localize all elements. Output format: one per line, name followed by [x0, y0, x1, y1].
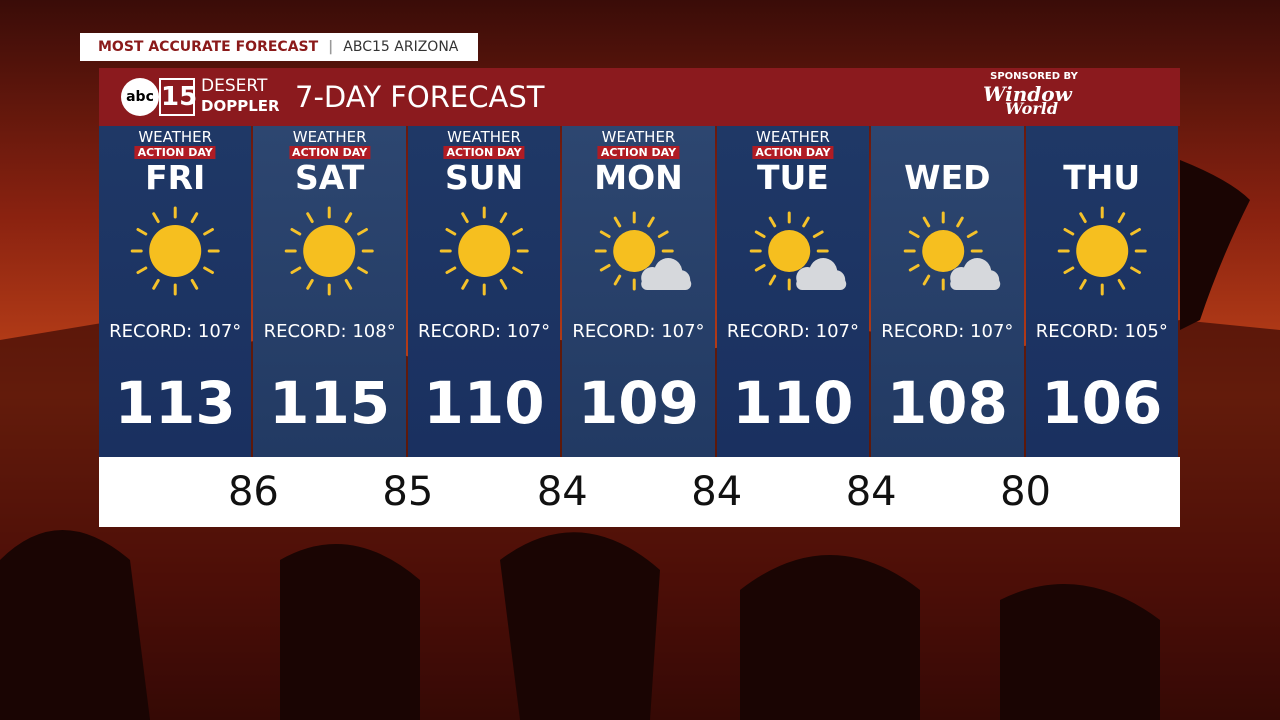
- day-name: SAT: [295, 158, 365, 197]
- day-column: THU RECORD: 105° 106: [1025, 126, 1178, 457]
- high-temp: 113: [114, 369, 236, 437]
- day-name: SUN: [444, 158, 524, 197]
- lows-strip: 86 85 84 84 84 80: [99, 457, 1180, 527]
- badge-bottom: ACTION DAY: [289, 146, 371, 159]
- weather-icon: [1057, 206, 1147, 296]
- day-name: FRI: [145, 158, 206, 197]
- record: RECORD: 107°: [572, 321, 705, 342]
- banner-left: MOST ACCURATE FORECAST: [98, 39, 319, 55]
- low-temp: 86: [227, 469, 279, 515]
- day-column: WED RECORD: 107° 108: [871, 126, 1024, 457]
- low-temp: 85: [382, 469, 434, 515]
- record: RECORD: 107°: [109, 321, 242, 342]
- sponsor-line2: World: [1005, 99, 1059, 118]
- weather-icon: [749, 211, 846, 291]
- record: RECORD: 105°: [1035, 321, 1168, 342]
- day-column: WEATHER ACTION DAY FRI RECORD: 107° 113: [99, 126, 252, 457]
- badge-bottom: ACTION DAY: [752, 146, 834, 159]
- logo-15: 15: [159, 78, 197, 116]
- high-temp: 106: [1041, 369, 1163, 437]
- record: RECORD: 107°: [726, 321, 859, 342]
- high-temp: 109: [577, 369, 700, 437]
- weather-icon: [439, 206, 529, 296]
- day-column: WEATHER ACTION DAY TUE RECORD: 107° 110: [716, 126, 870, 457]
- low-temp: 84: [845, 469, 897, 515]
- header: abc 15 DESERT DOPPLER 7-DAY FORECAST SPO…: [99, 68, 1180, 126]
- logo-line2: DOPPLER: [201, 97, 280, 115]
- badge-top: WEATHER: [601, 128, 676, 146]
- weather-icon: [130, 206, 220, 296]
- badge-bottom: ACTION DAY: [134, 146, 216, 159]
- day-name: THU: [1063, 158, 1141, 197]
- badge-bottom: ACTION DAY: [597, 146, 680, 159]
- weather-icon: [903, 211, 1001, 291]
- banner: MOST ACCURATE FORECAST | ABC15 ARIZONA: [80, 33, 478, 61]
- low-temp: 84: [691, 469, 743, 515]
- high-temp: 108: [886, 369, 1008, 437]
- badge-top: WEATHER: [756, 128, 830, 146]
- logo-abc: abc: [121, 78, 159, 116]
- banner-right: ABC15 ARIZONA: [343, 39, 459, 55]
- day-column: WEATHER ACTION DAY SAT RECORD: 108° 115: [253, 126, 406, 457]
- high-temp: 110: [423, 369, 545, 437]
- record: RECORD: 108°: [263, 321, 396, 342]
- badge-bottom: ACTION DAY: [443, 146, 525, 159]
- day-name: TUE: [756, 158, 829, 197]
- logo-line1: DESERT: [201, 76, 268, 96]
- low-temp: 80: [1000, 469, 1052, 515]
- record: RECORD: 107°: [417, 321, 551, 342]
- sponsor-line1: Window: [983, 82, 1072, 106]
- high-temp: 115: [269, 369, 391, 437]
- weather-icon: [285, 206, 375, 296]
- title: 7-DAY FORECAST: [295, 80, 545, 114]
- badge-top: WEATHER: [292, 128, 367, 146]
- badge-top: WEATHER: [447, 128, 521, 146]
- day-column: WEATHER ACTION DAY MON RECORD: 107° 109: [562, 126, 715, 457]
- low-temp: 84: [536, 469, 588, 515]
- record: RECORD: 107°: [881, 321, 1014, 342]
- day-name: WED: [904, 158, 991, 197]
- weather-icon: [594, 211, 692, 291]
- high-temp: 110: [732, 369, 854, 437]
- sponsor-label: SPONSORED BY: [990, 71, 1078, 82]
- day-name: MON: [594, 158, 683, 197]
- day-column: WEATHER ACTION DAY SUN RECORD: 107° 110: [407, 126, 561, 457]
- forecast-columns: WEATHER ACTION DAY FRI RECORD: 107° 113 WEATH…: [99, 126, 1180, 457]
- badge-top: WEATHER: [138, 128, 213, 146]
